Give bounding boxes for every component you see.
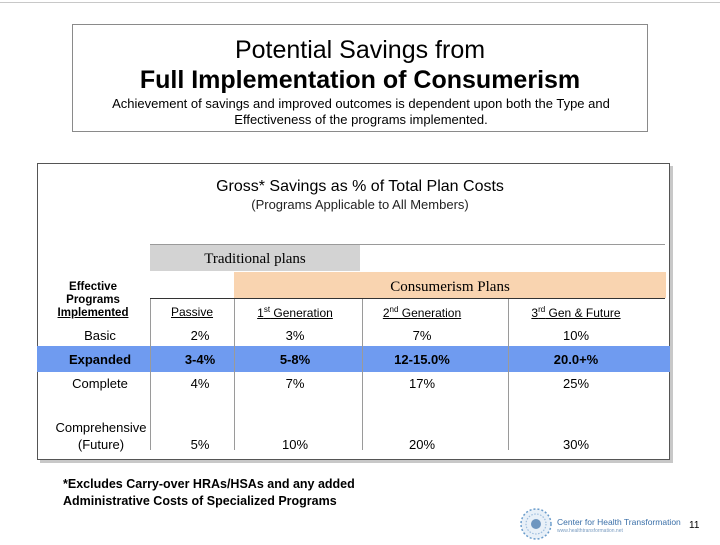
table-cell: 4% — [190, 376, 210, 391]
column-header-1st-gen: 1st Generation — [240, 305, 350, 320]
slide-title-line2: Full Implementation of Consumerism — [139, 66, 581, 94]
table-cell: 25% — [562, 376, 590, 391]
header-rule — [150, 298, 665, 299]
footnote-line1: *Excludes Carry-over HRAs/HSAs and any a… — [63, 477, 355, 491]
column-header-passive: Passive — [147, 305, 237, 319]
traditional-plans-header — [150, 245, 360, 271]
table-title: Gross* Savings as % of Total Plan Costs — [216, 178, 504, 195]
page-number: 11 — [689, 520, 700, 531]
footnote-line2: Administrative Costs of Specialized Prog… — [63, 494, 337, 508]
logo-globe-icon — [520, 508, 552, 540]
col1-sup: st — [263, 305, 271, 314]
column-divider — [234, 299, 235, 450]
center-for-health-transformation-logo — [516, 506, 556, 545]
col3-rest: Gen & Future — [545, 306, 621, 320]
col2-sup: nd — [389, 305, 399, 314]
col2-rest: Generation — [398, 306, 462, 320]
consumerism-plans-header — [234, 272, 666, 298]
slide-title-line1: Potential Savings from — [234, 36, 486, 64]
column-divider — [508, 299, 509, 450]
col1-rest: Generation — [270, 306, 333, 320]
row-header-line2: Programs — [66, 294, 120, 306]
table-cell: 5% — [190, 437, 210, 452]
col3-sup: rd — [538, 305, 546, 314]
row-header-label: Effective Programs Implemented — [40, 281, 146, 320]
column-header-3rd-gen: 3rd Gen & Future — [516, 305, 636, 320]
table-cell: 17% — [408, 376, 436, 391]
col3-num: 3 — [531, 306, 539, 320]
table-cell: 10% — [562, 328, 590, 343]
expanded-row-highlight — [37, 346, 670, 372]
row-label-expanded: Expanded — [68, 352, 132, 367]
traditional-top-rule — [150, 244, 665, 245]
column-header-passive-text: Passive — [170, 305, 214, 319]
column-divider — [150, 299, 151, 450]
logo-url: www.healthtransformation.net — [557, 528, 623, 534]
col2-num: 2 — [382, 306, 390, 320]
row-header-line3: Implemented — [57, 307, 129, 319]
table-cell: 7% — [412, 328, 432, 343]
slide-subtitle: Achievement of savings and improved outc… — [112, 96, 610, 127]
table-cell: 10% — [281, 437, 309, 452]
table-cell: 5-8% — [279, 352, 311, 367]
row-label-complete: Complete — [72, 376, 128, 391]
footnote: *Excludes Carry-over HRAs/HSAs and any a… — [63, 476, 355, 510]
table-cell: 20% — [408, 437, 436, 452]
title-box: Potential Savings from Full Implementati… — [72, 24, 648, 132]
row-header-line1: Effective — [69, 281, 117, 293]
table-cell: 20.0+% — [553, 352, 599, 367]
col1-num: 1 — [257, 306, 264, 320]
table-cell: 3% — [285, 328, 305, 343]
column-divider — [362, 299, 363, 450]
row-label-basic: Basic — [84, 328, 116, 343]
savings-table-panel — [37, 163, 670, 460]
traditional-plans-label: Traditional plans — [204, 251, 306, 267]
row-label-comprehensive-future: (Future) — [77, 437, 125, 452]
table-subtitle: (Programs Applicable to All Members) — [251, 197, 469, 212]
top-rule — [0, 2, 720, 3]
row-label-comprehensive: Comprehensive — [55, 420, 147, 435]
table-cell: 3-4% — [184, 352, 216, 367]
consumerism-plans-label: Consumerism Plans — [390, 279, 510, 295]
logo-text: Center for Health Transformation — [557, 517, 681, 527]
table-cell: 2% — [190, 328, 210, 343]
table-cell: 30% — [562, 437, 590, 452]
table-cell: 12-15.0% — [394, 352, 450, 367]
table-cell: 7% — [285, 376, 305, 391]
column-header-2nd-gen: 2nd Generation — [366, 305, 478, 320]
